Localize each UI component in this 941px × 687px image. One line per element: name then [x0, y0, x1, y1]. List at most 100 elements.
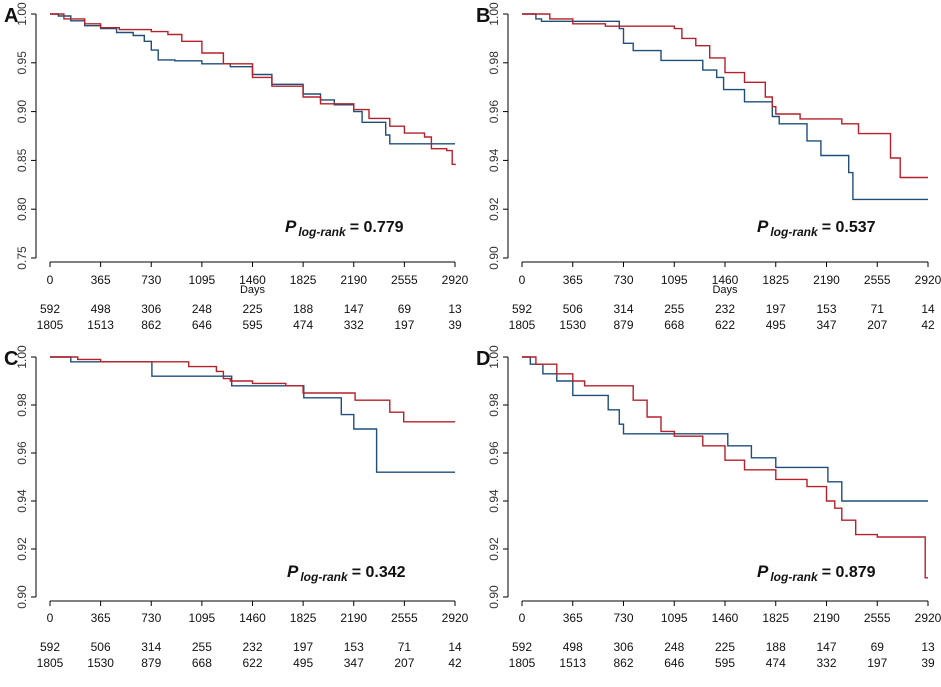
y-tick-label: 1.00 [487, 345, 501, 369]
p-subscript: log-rank [770, 225, 819, 239]
panel-d: D 0.90 0.92 0.94 0.96 0.98 1.00 0 365 730 1095 1460… [476, 345, 941, 670]
p-value-text: = 0.779 [350, 219, 404, 236]
panel-label: B [476, 5, 490, 27]
y-tick-label: 1.00 [487, 2, 501, 26]
risk-table-cell: 862 [613, 656, 633, 670]
risk-table-cell: 592 [40, 302, 60, 316]
series-line-blue [522, 356, 928, 502]
risk-table-cell: 71 [871, 302, 885, 316]
risk-table-cell: 506 [91, 640, 111, 654]
y-tick-label: 0.75 [15, 246, 29, 270]
x-tick-label: 730 [613, 273, 633, 287]
risk-table-cell: 248 [192, 302, 212, 316]
risk-table-cell: 1805 [509, 656, 536, 670]
y-tick-label: 0.90 [487, 585, 501, 609]
risk-table-cell: 498 [91, 302, 111, 316]
risk-table-cell: 71 [398, 640, 412, 654]
x-tick-label: 365 [563, 273, 583, 287]
y-tick-label: 0.98 [487, 51, 501, 75]
y-tick-label: 0.92 [15, 537, 29, 561]
x-tick-label: 0 [47, 273, 54, 287]
x-tick-label: 730 [613, 611, 633, 625]
x-tick-label: 1095 [661, 273, 688, 287]
panel-label: A [4, 5, 18, 27]
risk-table-cell: 1530 [87, 656, 114, 670]
p-subscript: log-rank [300, 570, 349, 584]
y-tick-label: 0.96 [15, 441, 29, 465]
x-tick-label: 365 [563, 611, 583, 625]
p-subscript: log-rank [298, 225, 347, 239]
risk-table-cell: 197 [867, 656, 887, 670]
y-tick-label: 1.00 [15, 2, 29, 26]
risk-table-cell: 347 [816, 318, 836, 332]
risk-table-cell: 668 [192, 656, 212, 670]
risk-table-cell: 14 [448, 640, 462, 654]
series-line-blue [522, 13, 928, 201]
risk-table-cell: 306 [141, 302, 161, 316]
x-tick-label: 2555 [391, 273, 418, 287]
p-symbol: P [287, 562, 299, 581]
x-tick-label: 0 [519, 273, 526, 287]
risk-table-cell: 474 [766, 656, 786, 670]
risk-table-cell: 879 [141, 656, 161, 670]
y-tick-label: 0.94 [487, 489, 501, 513]
risk-table-cell: 197 [293, 640, 313, 654]
risk-table-cell: 248 [664, 640, 684, 654]
y-tick-label: 0.92 [487, 197, 501, 221]
risk-table-cell: 332 [344, 318, 364, 332]
risk-table-cell: 646 [192, 318, 212, 332]
y-tick-label: 0.94 [487, 148, 501, 172]
p-subscript: log-rank [770, 570, 819, 584]
risk-table-cell: 622 [715, 318, 735, 332]
risk-table-cell: 1513 [559, 656, 586, 670]
risk-table-cell: 498 [563, 640, 583, 654]
risk-table-cell: 207 [394, 656, 414, 670]
p-symbol: P [757, 562, 769, 581]
risk-table-cell: 862 [141, 318, 161, 332]
x-tick-label: 2920 [915, 273, 941, 287]
risk-table-cell: 153 [344, 640, 364, 654]
risk-table-cell: 622 [242, 656, 262, 670]
y-tick-label: 1.00 [15, 345, 29, 369]
panel-label: C [4, 348, 18, 370]
risk-table-cell: 592 [40, 640, 60, 654]
y-tick-label: 0.92 [487, 537, 501, 561]
y-tick-label: 0.90 [487, 246, 501, 270]
risk-table-cell: 1805 [509, 318, 536, 332]
risk-table-cell: 207 [867, 318, 887, 332]
risk-table-cell: 474 [293, 318, 313, 332]
x-tick-label: 2920 [915, 611, 941, 625]
risk-table-cell: 147 [344, 302, 364, 316]
x-tick-label: 0 [519, 611, 526, 625]
series-line-blue [50, 356, 455, 473]
x-tick-label: 2190 [813, 273, 840, 287]
risk-table-cell: 646 [664, 656, 684, 670]
x-tick-label: 1825 [762, 273, 789, 287]
x-tick-label: 1460 [239, 611, 266, 625]
series-line-red [50, 13, 456, 166]
x-tick-label: 2190 [340, 273, 367, 287]
risk-table-cell: 314 [141, 640, 161, 654]
series-line-red [522, 356, 928, 579]
risk-table-cell: 197 [394, 318, 414, 332]
x-tick-label: 0 [47, 611, 54, 625]
risk-table-cell: 147 [816, 640, 836, 654]
risk-table-cell: 668 [664, 318, 684, 332]
risk-table-cell: 314 [613, 302, 633, 316]
x-tick-label: 730 [141, 611, 161, 625]
x-tick-label: 1460 [712, 273, 739, 287]
y-tick-label: 0.98 [15, 393, 29, 417]
risk-table-cell: 255 [664, 302, 684, 316]
panel-label: D [476, 348, 490, 370]
risk-table-cell: 495 [766, 318, 786, 332]
risk-table-cell: 332 [816, 656, 836, 670]
x-axis-title: Days [240, 284, 266, 296]
risk-table-cell: 232 [242, 640, 262, 654]
risk-table-cell: 595 [242, 318, 262, 332]
x-tick-label: 730 [141, 273, 161, 287]
y-tick-label: 0.80 [15, 197, 29, 221]
risk-table-cell: 42 [448, 656, 462, 670]
x-tick-label: 2555 [864, 611, 891, 625]
